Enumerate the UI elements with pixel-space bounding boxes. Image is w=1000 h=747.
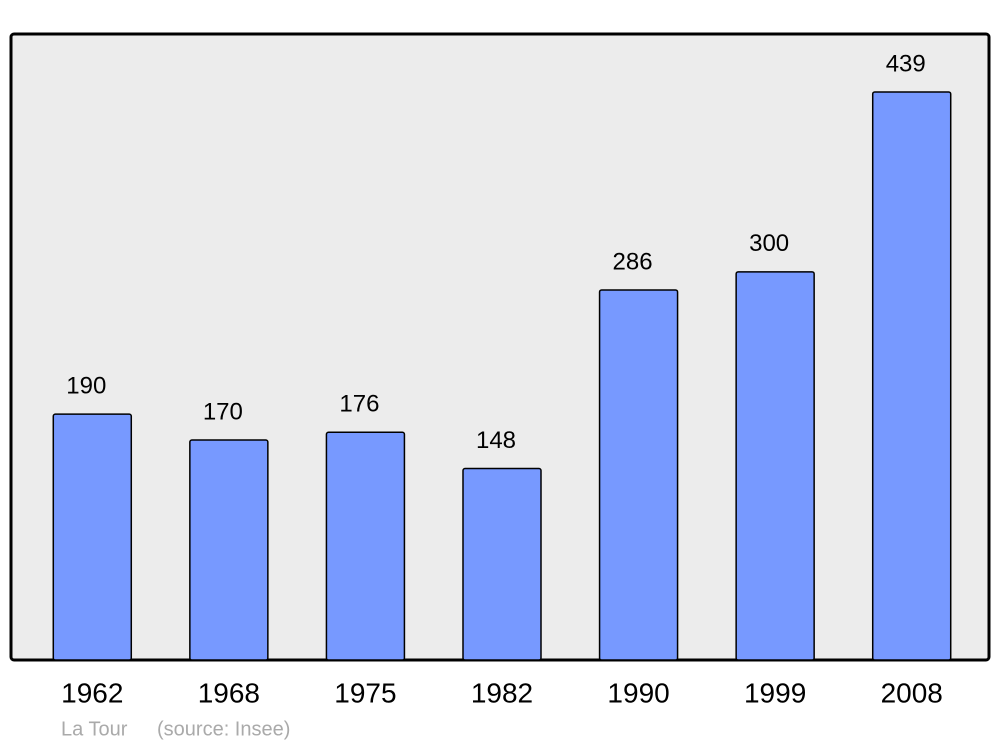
bar	[52, 413, 133, 661]
bar	[871, 91, 952, 661]
value-label: 170	[203, 398, 243, 425]
bar	[189, 439, 269, 661]
x-tick-label: 1962	[61, 677, 123, 708]
value-label: 190	[66, 373, 106, 400]
bar	[598, 289, 679, 661]
bar	[325, 431, 406, 661]
value-label: 148	[476, 427, 516, 454]
chart-title: La Tour	[61, 718, 128, 740]
value-label: 300	[749, 230, 789, 257]
x-tick-label: 1968	[198, 677, 260, 708]
value-label: 286	[613, 248, 653, 275]
bar	[735, 271, 815, 661]
bar	[462, 467, 542, 661]
x-tick-label: 1975	[334, 677, 396, 708]
source-note: (source: Insee)	[157, 718, 290, 740]
x-tick-label: 2008	[881, 677, 943, 708]
x-tick-label: 1982	[471, 677, 533, 708]
value-label: 176	[339, 391, 379, 418]
value-label: 439	[886, 50, 926, 77]
x-tick-label: 1999	[744, 677, 806, 708]
x-tick-label: 1990	[607, 677, 669, 708]
